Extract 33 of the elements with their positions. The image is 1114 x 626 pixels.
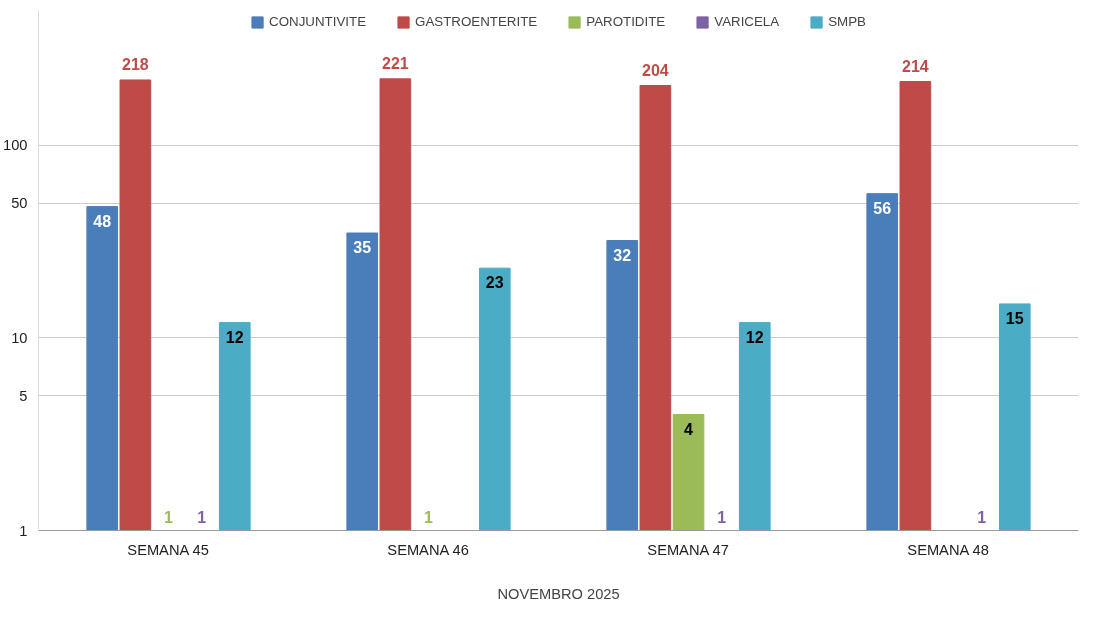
data-label: 214 <box>902 57 929 75</box>
data-label: 12 <box>745 328 764 346</box>
data-label: 1 <box>164 508 174 526</box>
data-label: 204 <box>642 61 669 79</box>
y-tick-label: 1 <box>19 522 28 539</box>
legend-label: PAROTIDITE <box>586 14 666 29</box>
data-label: 1 <box>424 508 434 526</box>
x-tick-label: SEMANA 48 <box>907 541 989 558</box>
data-label: 4 <box>684 420 694 438</box>
data-label: 221 <box>382 54 409 72</box>
x-tick-label: SEMANA 47 <box>647 541 729 558</box>
data-label: 1 <box>717 508 727 526</box>
legend-label: GASTROENTERITE <box>415 14 538 29</box>
data-label: 32 <box>613 246 632 264</box>
y-tick-label: 50 <box>11 195 28 212</box>
data-label: 15 <box>1005 309 1024 327</box>
data-label: 1 <box>197 508 207 526</box>
legend-label: SMPB <box>828 14 866 29</box>
x-tick-label: SEMANA 45 <box>127 541 209 558</box>
data-label: 56 <box>873 199 892 217</box>
data-label: 35 <box>353 239 372 257</box>
data-label: 23 <box>485 274 504 292</box>
data-label: 48 <box>93 212 112 230</box>
y-tick-label: 10 <box>11 329 28 346</box>
x-tick-label: SEMANA 46 <box>387 541 469 558</box>
data-label: 12 <box>225 328 244 346</box>
x-axis-title: NOVEMBRO 2025 <box>497 585 620 602</box>
data-label: 218 <box>122 55 149 73</box>
y-tick-label: 100 <box>3 137 28 154</box>
y-tick-label: 5 <box>19 387 28 404</box>
legend-label: CONJUNTIVITE <box>269 14 367 29</box>
legend-label: VARICELA <box>714 14 780 29</box>
data-label: 1 <box>977 508 987 526</box>
